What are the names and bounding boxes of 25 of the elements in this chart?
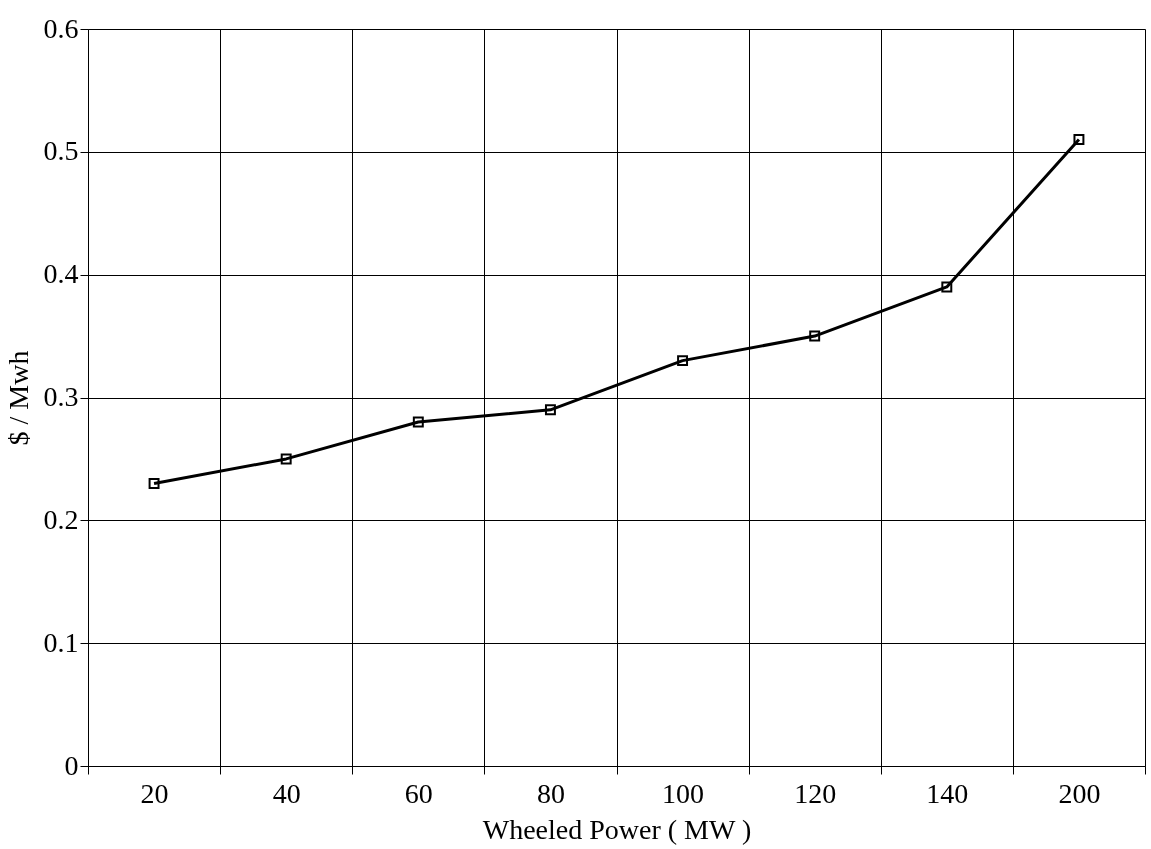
y-tick-label: 0 [64,749,79,781]
x-axis-title: Wheeled Power ( MW ) [482,813,752,845]
point [677,355,689,367]
x-tick-label: 120 [794,777,837,809]
x-tick-label: 40 [272,777,301,809]
x-tick-label: 80 [536,777,565,809]
y-tick-label: 0.4 [43,258,79,290]
x-tick-label: 140 [926,777,969,809]
x-tick-label: 60 [404,777,433,809]
y-axis-title: $ / Mwh [2,350,34,446]
x-tick-label: 100 [662,777,705,809]
x-tick-label: 200 [1058,777,1101,809]
point [148,478,160,489]
y-tick-label: 0.3 [43,381,79,412]
point [1073,134,1085,146]
point [412,416,424,428]
y-tick-label: 0.5 [43,135,79,167]
y-tick-label: 0.6 [43,12,79,44]
point [809,330,821,342]
x-tick-label: 20 [140,777,169,809]
point [280,453,292,465]
y-tick-label: 0.1 [43,626,79,658]
point [941,281,953,293]
y-tick-label: 0.2 [43,503,79,535]
point [544,404,556,416]
